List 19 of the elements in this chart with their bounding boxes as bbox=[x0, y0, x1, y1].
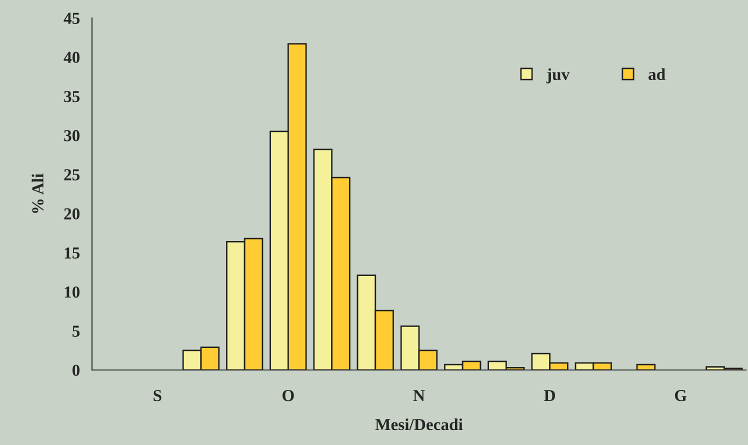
y-tick-label: 15 bbox=[64, 247, 80, 259]
y-tick-label: 30 bbox=[64, 130, 80, 142]
x-tick-label: D bbox=[544, 390, 556, 402]
y-tick-label: 5 bbox=[72, 326, 80, 337]
y-tick-label: 35 bbox=[64, 90, 80, 102]
x-tick-label: G bbox=[674, 390, 687, 402]
x-tick-label: O bbox=[282, 390, 294, 402]
x-tick-label: S bbox=[154, 390, 162, 402]
x-tick-label: N bbox=[413, 390, 425, 402]
y-tick-label: 0 bbox=[72, 364, 80, 376]
y-axis-title: % Ali bbox=[32, 174, 44, 213]
x-axis-title: Mesi/Decadi bbox=[375, 418, 463, 430]
legend-label: ad bbox=[648, 68, 666, 80]
legend-label: juv bbox=[546, 68, 570, 84]
y-tick-label: 40 bbox=[64, 52, 80, 64]
y-tick-label: 20 bbox=[64, 208, 80, 220]
y-tick-label: 25 bbox=[64, 169, 80, 180]
y-tick-label: 10 bbox=[64, 286, 80, 298]
y-tick-label: 45 bbox=[64, 12, 80, 24]
